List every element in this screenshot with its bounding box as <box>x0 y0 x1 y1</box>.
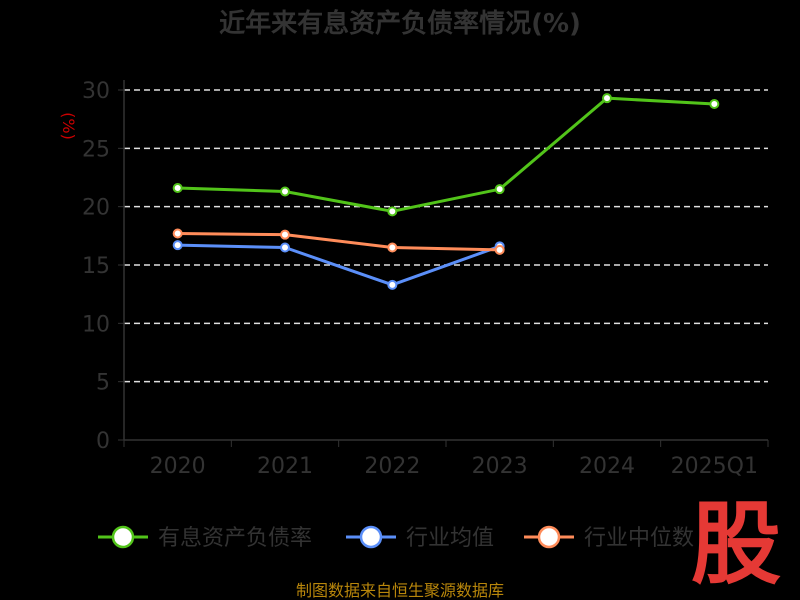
data-point <box>172 240 183 251</box>
axes <box>118 80 769 447</box>
y-axis-unit: (%) <box>59 112 78 140</box>
data-point <box>172 228 183 239</box>
legend-swatch-marker <box>359 525 383 549</box>
y-tick-label: 10 <box>82 312 110 337</box>
x-tick-label: 2024 <box>579 454 635 479</box>
x-tick-label: 2021 <box>257 454 313 479</box>
data-point <box>387 279 398 290</box>
footer-source: 制图数据来自恒生聚源数据库 <box>296 581 504 600</box>
series-lines <box>172 93 720 290</box>
data-point <box>280 186 290 197</box>
series-line <box>177 96 715 213</box>
x-tick-label: 2022 <box>364 454 420 479</box>
series-line <box>177 243 501 287</box>
y-tick-labels: 0 5 10 15 20 25 30 <box>82 79 110 454</box>
series-line <box>177 232 500 252</box>
x-tick-label: 2025Q1 <box>671 454 758 479</box>
x-tick-labels: 2020 2021 2022 2023 2024 2025Q1 <box>150 454 758 479</box>
x-tick-label: 2020 <box>150 454 206 479</box>
data-point <box>494 184 505 195</box>
data-point <box>387 206 398 217</box>
data-point <box>709 99 720 109</box>
legend-label: 行业均值 <box>406 526 494 551</box>
y-tick-label: 15 <box>82 254 110 279</box>
y-tick-label: 5 <box>96 371 110 396</box>
legend: 有息资产负债率 行业均值 行业中位数 <box>98 525 694 551</box>
data-point <box>387 242 398 253</box>
gridlines <box>124 89 768 383</box>
legend-label: 行业中位数 <box>584 526 694 551</box>
legend-swatch-marker <box>111 525 135 549</box>
y-tick-label: 25 <box>82 137 110 162</box>
y-tick-label: 0 <box>96 429 110 454</box>
data-point <box>602 93 612 104</box>
x-tick-label: 2023 <box>472 454 528 479</box>
data-point <box>172 183 183 193</box>
chart-title: 近年来有息资产负债率情况(%) <box>219 8 581 39</box>
legend-label: 有息资产负债率 <box>158 526 312 551</box>
y-tick-label: 20 <box>82 196 110 221</box>
y-tick-label: 30 <box>82 79 110 104</box>
data-point <box>280 242 290 253</box>
data-point <box>280 229 290 240</box>
data-point <box>494 244 505 255</box>
watermark-logo: 股 <box>691 492 781 597</box>
legend-swatch-marker <box>537 525 561 549</box>
